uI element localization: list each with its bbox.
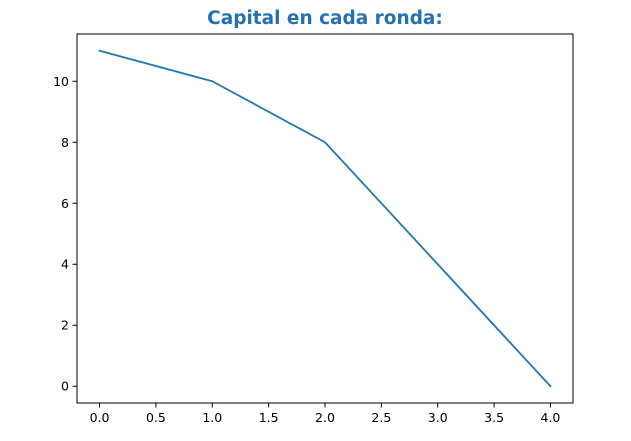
y-axis: 0 2 4 6 8 10 [53, 74, 77, 394]
series-line [98, 49, 552, 388]
chart-title: Capital en cada ronda: [207, 8, 443, 29]
x-tick-label: 3.5 [484, 410, 504, 425]
x-tick-label: 3.0 [428, 410, 448, 425]
y-tick-label: 6 [61, 196, 69, 211]
x-tick-label: 4.0 [541, 410, 561, 425]
series-layer [98, 49, 552, 388]
plot-area-frame [76, 33, 574, 404]
y-tick-label: 8 [61, 135, 69, 150]
x-tick-label: 0.5 [146, 410, 166, 425]
y-tick-label: 4 [61, 257, 69, 272]
y-tick-label: 2 [61, 318, 69, 333]
x-tick-label: 0.0 [90, 410, 110, 425]
x-tick-label: 2.0 [315, 410, 335, 425]
x-axis: 0.0 0.5 1.0 1.5 2.0 2.5 3.0 3.5 4.0 [90, 403, 561, 425]
y-tick-label: 10 [53, 74, 69, 89]
x-tick-label: 2.5 [371, 410, 391, 425]
x-tick-label: 1.5 [259, 410, 279, 425]
y-tick-label: 0 [61, 379, 69, 394]
x-tick-label: 1.0 [202, 410, 222, 425]
